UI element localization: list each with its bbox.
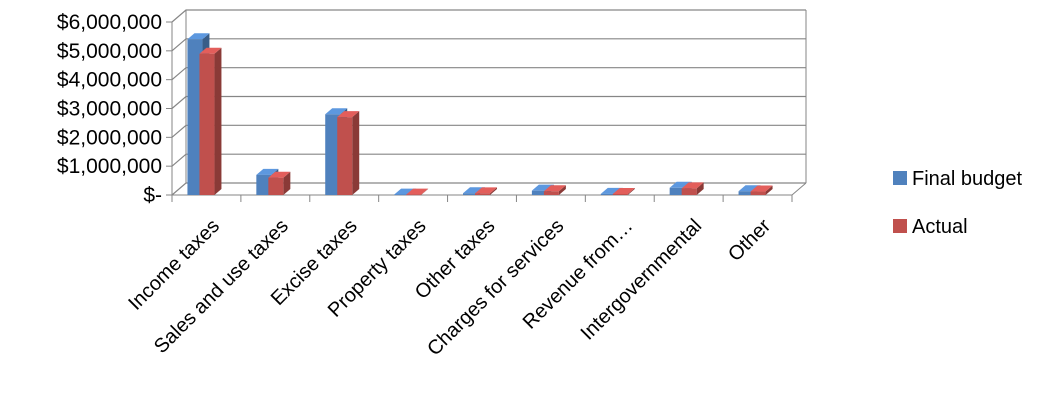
category-label: Sales and use taxes bbox=[150, 215, 293, 358]
bar-front bbox=[325, 114, 341, 195]
legend: Final budget Actual bbox=[893, 168, 1023, 238]
y-tick-label: $4,000,000 bbox=[57, 69, 162, 92]
bar bbox=[199, 47, 222, 195]
bar-top bbox=[681, 182, 704, 189]
bar-side bbox=[490, 187, 497, 195]
category-label: Other bbox=[724, 215, 775, 266]
legend-label: Actual bbox=[912, 216, 968, 238]
floor-right-edge bbox=[791, 182, 807, 196]
bar-front bbox=[199, 53, 215, 195]
bar-front bbox=[681, 188, 697, 195]
bar-front bbox=[268, 177, 284, 195]
bar-front bbox=[600, 193, 616, 195]
bar-top bbox=[187, 33, 210, 40]
bar-side bbox=[558, 185, 566, 195]
bar-top bbox=[325, 108, 348, 115]
x-axis-ticks bbox=[171, 195, 793, 202]
bar-front bbox=[463, 193, 478, 195]
bar bbox=[612, 187, 635, 195]
gridlines bbox=[171, 9, 806, 196]
bar-front bbox=[475, 193, 490, 195]
bar-top bbox=[612, 187, 635, 194]
bar bbox=[681, 182, 704, 195]
bar bbox=[475, 187, 497, 195]
y-axis-ticks: $- $1,000,000 $2,000,000 $3,000,000 $4,000,0… bbox=[57, 11, 172, 207]
bar-side bbox=[214, 47, 222, 195]
y-tick-label: $- bbox=[143, 184, 162, 207]
bar-top bbox=[256, 168, 279, 175]
bar-top bbox=[268, 171, 291, 178]
bar-top bbox=[337, 111, 360, 118]
gridline bbox=[171, 9, 806, 23]
y-tick-label: $2,000,000 bbox=[57, 126, 162, 149]
bar-top bbox=[199, 47, 222, 54]
bar-side bbox=[283, 171, 291, 195]
bar bbox=[337, 111, 360, 195]
legend-label: Final budget bbox=[912, 168, 1023, 190]
bar bbox=[543, 185, 566, 195]
bar-side bbox=[421, 188, 429, 195]
legend-item: Final budget bbox=[893, 168, 1023, 190]
legend-swatch bbox=[893, 171, 907, 185]
y-tick-label: $1,000,000 bbox=[57, 155, 162, 178]
bar bbox=[268, 171, 291, 195]
bar-front bbox=[543, 191, 559, 195]
bar-front bbox=[256, 174, 272, 195]
gridline bbox=[171, 67, 806, 81]
gridline bbox=[171, 153, 806, 167]
bar-top bbox=[475, 187, 497, 194]
y-tick-label: $3,000,000 bbox=[57, 98, 162, 121]
bar-side bbox=[627, 187, 635, 195]
bar-front bbox=[394, 194, 410, 196]
bar-front bbox=[669, 187, 685, 195]
bar-front bbox=[531, 190, 547, 195]
bar-front bbox=[406, 194, 422, 196]
bar bbox=[750, 185, 773, 195]
y-tick-label: $5,000,000 bbox=[57, 40, 162, 63]
bar-side bbox=[765, 185, 773, 195]
gridline bbox=[171, 38, 806, 52]
bar-front bbox=[750, 191, 766, 195]
category-label: Charges for services bbox=[423, 215, 568, 360]
gridline bbox=[171, 124, 806, 138]
legend-swatch bbox=[893, 219, 907, 233]
legend-item: Actual bbox=[893, 216, 968, 238]
bar bbox=[406, 188, 429, 196]
bars bbox=[187, 33, 773, 196]
gridline bbox=[171, 95, 806, 109]
chart-walls bbox=[171, 10, 807, 196]
bar-front bbox=[612, 193, 628, 195]
bar-front bbox=[187, 39, 203, 195]
bar-front bbox=[738, 191, 754, 195]
bar-top bbox=[406, 188, 429, 195]
bar-side bbox=[352, 111, 360, 195]
category-label: Intergovernmental bbox=[577, 215, 707, 345]
bar-front bbox=[337, 117, 353, 195]
bar-top bbox=[750, 185, 773, 192]
bar-top bbox=[543, 185, 566, 192]
gridline bbox=[171, 182, 806, 196]
bar-side bbox=[696, 182, 704, 195]
y-tick-label: $6,000,000 bbox=[57, 11, 162, 34]
